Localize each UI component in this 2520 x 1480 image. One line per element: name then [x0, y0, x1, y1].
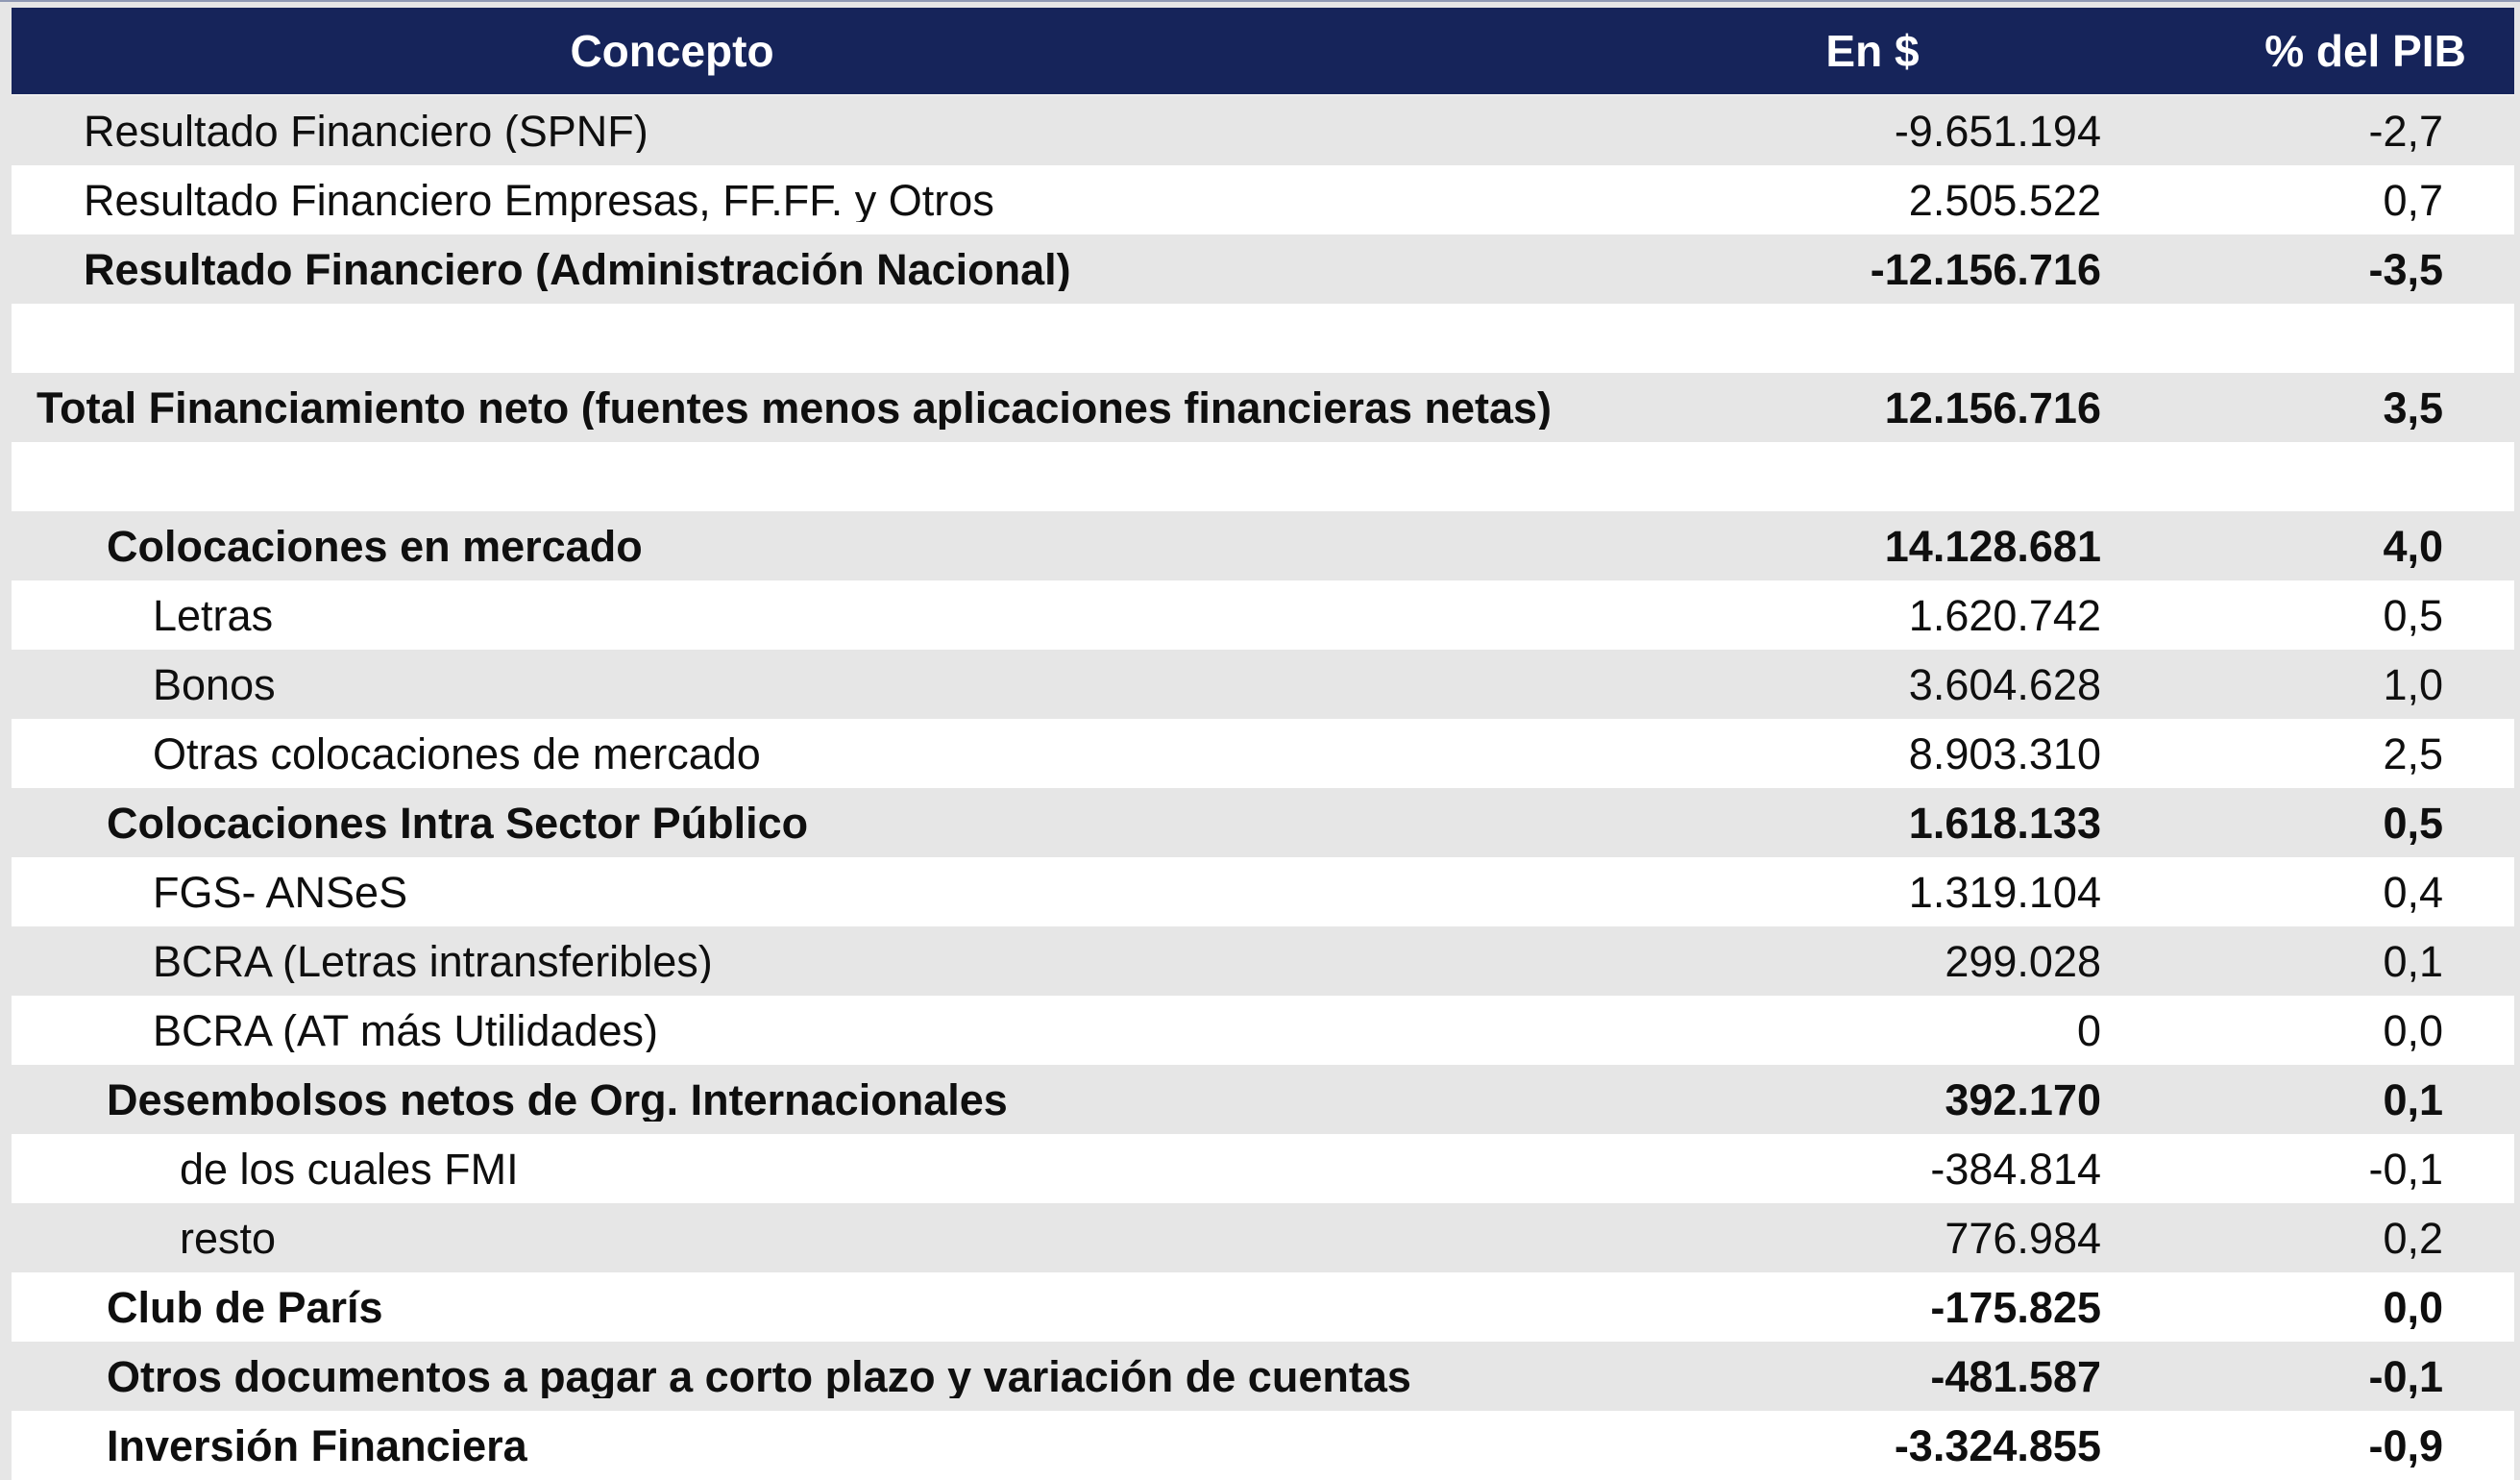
table-row: Otras colocaciones de mercado 8.903.310 …: [12, 719, 2514, 788]
table-row: Resultado Financiero (SPNF) -9.651.194 -…: [12, 96, 2514, 165]
concept-cell: Bonos: [153, 662, 276, 706]
amount-cell: -12.156.716: [1870, 247, 2101, 291]
table-row: BCRA (Letras intransferibles) 299.028 0,…: [12, 926, 2514, 996]
table-row: Bonos 3.604.628 1,0: [12, 650, 2514, 719]
pib-cell: 0,2: [2383, 1216, 2443, 1260]
pib-cell: 0,5: [2383, 593, 2443, 637]
table-row: Colocaciones Intra Sector Público 1.618.…: [12, 788, 2514, 857]
top-border-line: [0, 0, 2520, 2]
concept-cell: Total Financiamiento neto (fuentes menos…: [37, 385, 1553, 430]
amount-cell: 1.319.104: [1908, 870, 2101, 914]
concept-cell: Otras colocaciones de mercado: [153, 731, 761, 776]
amount-cell: 14.128.681: [1884, 524, 2101, 568]
table-row: FGS- ANSeS 1.319.104 0,4: [12, 857, 2514, 926]
table-row: Resultado Financiero (Administración Nac…: [12, 234, 2514, 304]
pib-cell: 1,0: [2383, 662, 2443, 706]
concept-cell: Colocaciones en mercado: [107, 524, 643, 568]
amount-cell: 3.604.628: [1908, 662, 2101, 706]
pib-cell: -0,1: [2368, 1147, 2443, 1191]
concept-cell: Club de París: [107, 1285, 383, 1329]
table-row: Letras 1.620.742 0,5: [12, 580, 2514, 650]
concept-cell: Colocaciones Intra Sector Público: [107, 801, 809, 845]
table-row: Total Financiamiento neto (fuentes menos…: [12, 373, 2514, 442]
column-header-en-pesos: En $: [1825, 26, 1920, 76]
top-margin: [0, 2, 2520, 8]
concept-cell: Inversión Financiera: [107, 1423, 527, 1468]
table-row: Otros documentos a pagar a corto plazo y…: [12, 1342, 2514, 1411]
pib-cell: 0,4: [2383, 870, 2443, 914]
concept-cell: BCRA (Letras intransferibles): [153, 939, 713, 983]
amount-cell: -384.814: [1930, 1147, 2101, 1191]
column-header-pct-pib: % del PIB: [2264, 26, 2466, 76]
pib-cell: 4,0: [2383, 524, 2443, 568]
amount-cell: 2.505.522: [1908, 178, 2101, 222]
concept-cell: Desembolsos netos de Org. Internacionale…: [107, 1077, 1008, 1122]
amount-cell: -175.825: [1930, 1285, 2101, 1329]
pib-cell: 3,5: [2383, 385, 2443, 430]
pib-cell: -3,5: [2368, 247, 2443, 291]
amount-cell: 8.903.310: [1908, 731, 2101, 776]
pib-cell: 0,0: [2383, 1285, 2443, 1329]
column-header-concepto: Concepto: [570, 26, 774, 76]
table-row: [12, 304, 2514, 373]
table-header-row: Concepto En $ % del PIB: [12, 8, 2514, 96]
concept-cell: Letras: [153, 593, 274, 637]
amount-cell: -3.324.855: [1894, 1423, 2101, 1468]
table-row: de los cuales FMI -384.814 -0,1: [12, 1134, 2514, 1203]
amount-cell: 1.618.133: [1908, 801, 2101, 845]
concept-cell: BCRA (AT más Utilidades): [153, 1008, 658, 1052]
table-row: resto 776.984 0,2: [12, 1203, 2514, 1272]
table-row: [12, 442, 2514, 511]
pib-cell: 0,5: [2383, 801, 2443, 845]
table-body: Resultado Financiero (SPNF) -9.651.194 -…: [12, 96, 2514, 1480]
amount-cell: -9.651.194: [1894, 109, 2101, 153]
concept-cell: resto: [180, 1216, 277, 1260]
concept-cell: Resultado Financiero Empresas, FF.FF. y …: [84, 178, 994, 222]
table-row: Desembolsos netos de Org. Internacionale…: [12, 1065, 2514, 1134]
pib-cell: 2,5: [2383, 731, 2443, 776]
table-row: Colocaciones en mercado 14.128.681 4,0: [12, 511, 2514, 580]
concept-cell: Resultado Financiero (Administración Nac…: [84, 247, 1071, 291]
financing-table: Concepto En $ % del PIB Resultado Financ…: [12, 8, 2514, 1480]
table-row: BCRA (AT más Utilidades) 0 0,0: [12, 996, 2514, 1065]
concept-cell: de los cuales FMI: [180, 1147, 519, 1191]
table-row: Club de París -175.825 0,0: [12, 1272, 2514, 1342]
pib-cell: -0,9: [2368, 1423, 2443, 1468]
table-row: Inversión Financiera -3.324.855 -0,9: [12, 1411, 2514, 1480]
amount-cell: 1.620.742: [1908, 593, 2101, 637]
concept-cell: Otros documentos a pagar a corto plazo y…: [107, 1354, 1411, 1398]
amount-cell: 776.984: [1945, 1216, 2101, 1260]
amount-cell: -481.587: [1930, 1354, 2101, 1398]
concept-cell: FGS- ANSeS: [153, 870, 408, 914]
pib-cell: 0,0: [2383, 1008, 2443, 1052]
concept-cell: Resultado Financiero (SPNF): [84, 109, 648, 153]
pib-cell: -2,7: [2368, 109, 2443, 153]
pib-cell: 0,1: [2383, 1077, 2443, 1122]
amount-cell: 392.170: [1945, 1077, 2101, 1122]
amount-cell: 12.156.716: [1884, 385, 2101, 430]
amount-cell: 0: [2076, 1008, 2101, 1052]
table-row: Resultado Financiero Empresas, FF.FF. y …: [12, 165, 2514, 234]
amount-cell: 299.028: [1945, 939, 2101, 983]
pib-cell: 0,1: [2383, 939, 2443, 983]
pib-cell: 0,7: [2383, 178, 2443, 222]
pib-cell: -0,1: [2368, 1354, 2443, 1398]
